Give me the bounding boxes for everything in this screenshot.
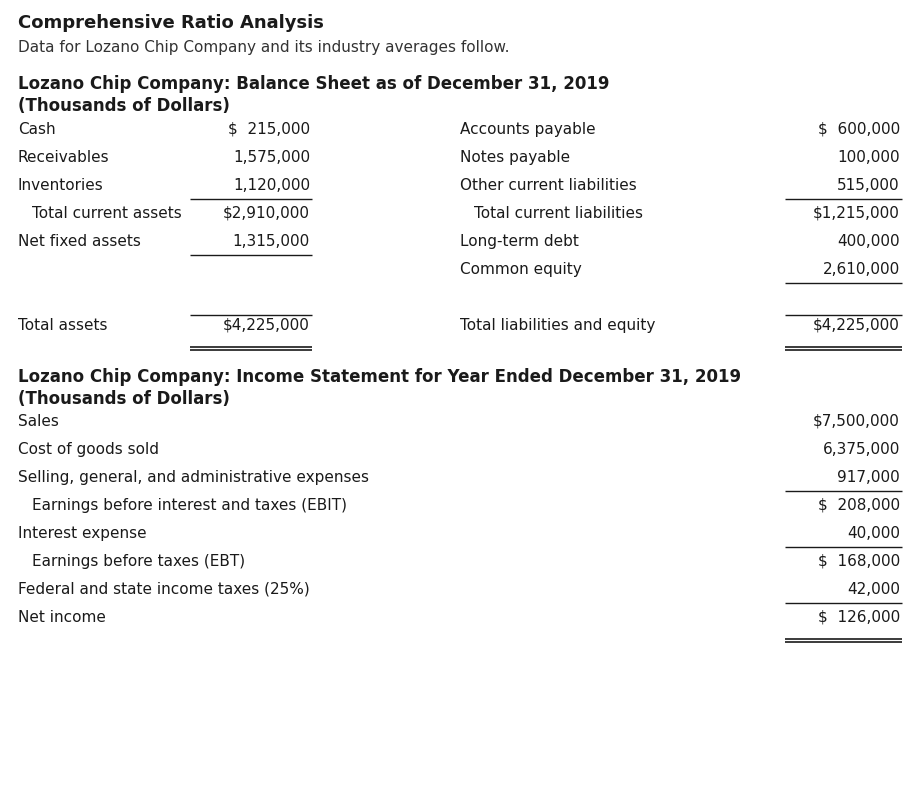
Text: Total liabilities and equity: Total liabilities and equity [460, 318, 654, 332]
Text: Interest expense: Interest expense [18, 525, 146, 540]
Text: Federal and state income taxes (25%): Federal and state income taxes (25%) [18, 581, 310, 597]
Text: 515,000: 515,000 [836, 177, 899, 193]
Text: $1,215,000: $1,215,000 [812, 206, 899, 221]
Text: Data for Lozano Chip Company and its industry averages follow.: Data for Lozano Chip Company and its ind… [18, 40, 509, 55]
Text: 1,120,000: 1,120,000 [233, 177, 310, 193]
Text: Sales: Sales [18, 414, 59, 429]
Text: (Thousands of Dollars): (Thousands of Dollars) [18, 97, 230, 115]
Text: $  600,000: $ 600,000 [817, 122, 899, 137]
Text: Lozano Chip Company: Income Statement for Year Ended December 31, 2019: Lozano Chip Company: Income Statement fo… [18, 368, 741, 385]
Text: Lozano Chip Company: Balance Sheet as of December 31, 2019: Lozano Chip Company: Balance Sheet as of… [18, 75, 609, 93]
Text: Earnings before taxes (EBT): Earnings before taxes (EBT) [32, 553, 244, 569]
Text: Total current liabilities: Total current liabilities [473, 206, 642, 221]
Text: $  168,000: $ 168,000 [817, 553, 899, 569]
Text: Comprehensive Ratio Analysis: Comprehensive Ratio Analysis [18, 14, 323, 32]
Text: Net income: Net income [18, 609, 106, 624]
Text: $  215,000: $ 215,000 [228, 122, 310, 137]
Text: 917,000: 917,000 [836, 470, 899, 484]
Text: Cash: Cash [18, 122, 55, 137]
Text: $7,500,000: $7,500,000 [812, 414, 899, 429]
Text: Inventories: Inventories [18, 177, 104, 193]
Text: 6,375,000: 6,375,000 [822, 442, 899, 456]
Text: Cost of goods sold: Cost of goods sold [18, 442, 159, 456]
Text: Receivables: Receivables [18, 150, 109, 165]
Text: $2,910,000: $2,910,000 [222, 206, 310, 221]
Text: 42,000: 42,000 [846, 581, 899, 597]
Text: 2,610,000: 2,610,000 [822, 262, 899, 277]
Text: 1,575,000: 1,575,000 [233, 150, 310, 165]
Text: Notes payable: Notes payable [460, 150, 570, 165]
Text: 40,000: 40,000 [846, 525, 899, 540]
Text: Earnings before interest and taxes (EBIT): Earnings before interest and taxes (EBIT… [32, 497, 346, 512]
Text: Net fixed assets: Net fixed assets [18, 234, 141, 249]
Text: 1,315,000: 1,315,000 [233, 234, 310, 249]
Text: Selling, general, and administrative expenses: Selling, general, and administrative exp… [18, 470, 369, 484]
Text: $  208,000: $ 208,000 [817, 497, 899, 512]
Text: (Thousands of Dollars): (Thousands of Dollars) [18, 389, 230, 407]
Text: 100,000: 100,000 [836, 150, 899, 165]
Text: Long-term debt: Long-term debt [460, 234, 578, 249]
Text: $4,225,000: $4,225,000 [223, 318, 310, 332]
Text: 400,000: 400,000 [836, 234, 899, 249]
Text: Total assets: Total assets [18, 318, 108, 332]
Text: Accounts payable: Accounts payable [460, 122, 595, 137]
Text: Other current liabilities: Other current liabilities [460, 177, 636, 193]
Text: $  126,000: $ 126,000 [817, 609, 899, 624]
Text: Total current assets: Total current assets [32, 206, 182, 221]
Text: Common equity: Common equity [460, 262, 581, 277]
Text: $4,225,000: $4,225,000 [812, 318, 899, 332]
